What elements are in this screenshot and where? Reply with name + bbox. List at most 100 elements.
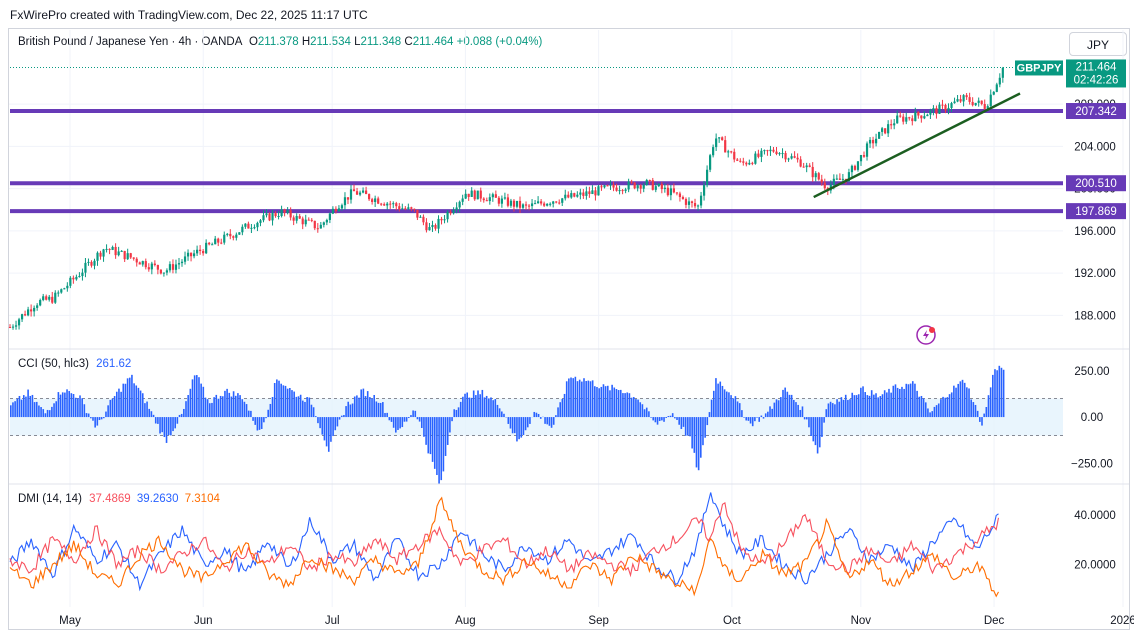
candle-body [530,203,534,207]
cci-bar [334,417,337,431]
cci-bar [14,401,16,418]
price-tick-label: 204.000 [1074,141,1116,153]
candle-body [467,193,470,197]
cci-bar [492,400,494,418]
cci-bar [457,407,460,418]
cci-bar [619,389,622,418]
candle-body [588,191,591,195]
cci-bar [425,417,427,445]
candle-body [503,197,507,199]
cci-bar [572,378,574,418]
candle-body [17,319,21,326]
candle-body [606,185,609,187]
candle-body [14,325,18,327]
cci-bar [258,417,261,430]
cci-bar [911,381,914,418]
candlestick-series [8,66,1004,330]
alert-lightning-icon[interactable] [916,325,936,345]
cci-bar [695,417,698,468]
cci-bar [485,395,488,418]
cci-bar [598,388,600,418]
candle-body [319,224,322,229]
cci-bar [665,417,667,419]
candle-body [159,269,162,274]
candle-body [63,288,66,290]
cci-bar [509,417,512,429]
candle-body [642,184,645,189]
candle-body [168,264,172,271]
cci-bar [353,396,356,418]
candle-body [96,252,99,261]
cci-bar [907,384,910,418]
cci-bar [565,381,568,418]
candle-body [286,210,289,213]
trendline[interactable] [813,92,1021,199]
candle-body [69,277,72,286]
dmi-tick-label: 40.0000 [1074,510,1116,522]
currency-selector[interactable]: JPY [1069,32,1127,56]
candle-body [509,200,513,206]
cci-bar [325,417,328,447]
cci-legend[interactable]: CCI (50, hlc3) 261.62 [18,358,131,370]
cci-bar [477,390,479,418]
candle-body [334,208,338,212]
cci-bar [829,401,832,418]
level-label-text: 197.869 [1075,206,1117,218]
cci-bar [762,417,765,419]
cci-bar [211,402,213,418]
cci-bar [468,397,471,418]
cci-bar [844,394,847,418]
cci-bar [239,395,241,418]
candle-body [289,210,292,218]
candle-body [778,153,781,155]
candle-body [241,226,244,233]
candle-body [678,193,682,198]
candle-body [802,166,805,168]
candle-body [781,153,784,155]
candle-body [657,184,660,187]
cci-bar [511,417,514,434]
cci-bar [57,392,60,418]
candle-body [594,190,597,196]
cci-bar [124,383,127,418]
cci-bar [314,416,317,418]
candle-body [292,217,295,221]
cci-bar [635,399,637,418]
candle-body [914,111,917,122]
cci-bar [617,390,620,418]
dmi-legend[interactable]: DMI (14, 14) 37.4869 39.2630 7.3104 [18,493,220,505]
candle-body [42,296,45,301]
candle-body [60,289,63,293]
cci-bar [604,386,607,418]
candle-body [923,116,926,119]
candle-body [506,197,510,206]
cci-bar [98,417,101,421]
cci-bar [574,376,577,418]
cci-bar [955,387,957,418]
cci-bar [901,386,903,418]
candle-body [277,215,280,217]
cci-bar [942,396,944,418]
cci-bar [115,391,118,418]
cci-bar [873,394,875,418]
cci-bar [70,393,73,418]
candle-body [690,201,694,204]
candle-body [205,242,208,254]
candle-body [416,209,419,218]
candle-body [398,206,401,210]
candle-body [180,261,184,264]
symbol-title[interactable]: British Pound / Japanese Yen · 4h · OAND… [18,36,242,48]
cci-bar [559,402,562,418]
candle-body [265,213,268,216]
candle-body [766,150,769,152]
candle-body [470,190,473,197]
cci-bar [583,378,585,418]
candle-body [446,211,449,220]
cci-bar [135,385,138,418]
candle-body [751,162,754,164]
cci-bar [723,389,726,418]
time-tick-label: Sep [588,615,608,627]
candle-body [938,104,941,114]
dmi-minus-value: 39.2630 [136,493,179,505]
